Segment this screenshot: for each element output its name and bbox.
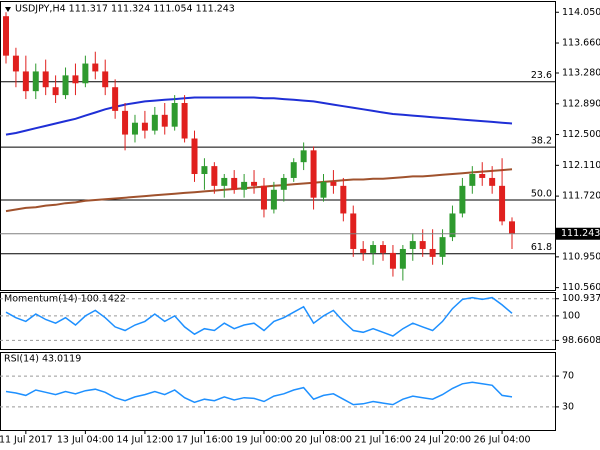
fib-label: 38.2 — [531, 136, 552, 147]
y-tick-label: 100 — [562, 310, 580, 321]
indicator-line — [5, 296, 513, 337]
x-tick-label: 11 Jul 2017 — [0, 435, 53, 446]
momentum-title: Momentum(14) 100.1422 — [4, 294, 126, 305]
candle-body — [370, 245, 377, 253]
momentum-frame — [0, 292, 556, 350]
candle-body — [409, 241, 416, 249]
fib-label: 23.6 — [531, 70, 552, 81]
candle-body — [439, 237, 446, 257]
candle-body — [399, 248, 406, 269]
x-tick-label: 19 Jul 00:00 — [235, 435, 292, 446]
candle-body — [201, 166, 208, 175]
candle-body — [122, 110, 129, 135]
candle-body — [151, 114, 158, 131]
last-price-box — [556, 227, 600, 240]
x-tick-label: 20 Jul 08:00 — [295, 435, 352, 446]
x-tick-label: 14 Jul 12:00 — [116, 435, 173, 446]
y-tick-label: 113.280 — [562, 68, 600, 79]
candle-body — [231, 177, 238, 190]
candle-body — [72, 75, 79, 84]
indicator-line — [5, 381, 513, 406]
candle-body — [191, 138, 198, 175]
candle-body — [3, 16, 9, 56]
candle-body — [479, 174, 486, 178]
rsi-frame — [0, 352, 556, 431]
moving-average — [5, 96, 513, 136]
dropdown-icon — [5, 7, 11, 12]
candle-body — [509, 221, 515, 234]
candle-body — [429, 248, 436, 257]
candle-body — [22, 71, 29, 92]
y-tick-label: 30 — [562, 401, 574, 412]
candle-body — [131, 122, 138, 135]
candle-body — [251, 181, 258, 186]
y-tick-label: 110.560 — [562, 282, 600, 293]
candle-body — [141, 122, 148, 131]
y-tick-label: 112.890 — [562, 98, 600, 109]
y-tick-label: 112.500 — [562, 129, 600, 140]
moving-average — [5, 168, 513, 213]
x-tick-label: 24 Jul 20:00 — [414, 435, 471, 446]
candle-body — [320, 181, 327, 198]
fib-label: 61.8 — [531, 242, 552, 253]
candle-body — [469, 174, 476, 186]
candle-body — [92, 63, 99, 72]
y-tick-label: 98.6608 — [562, 335, 600, 346]
candle-body — [449, 213, 456, 238]
candle-body — [62, 75, 69, 96]
x-tick-label: 13 Jul 04:00 — [57, 435, 114, 446]
candle-body — [260, 185, 267, 210]
candle-body — [181, 102, 188, 139]
candle-body — [489, 177, 496, 186]
candle-body — [42, 71, 49, 88]
y-tick-label: 110.950 — [562, 251, 600, 262]
candle-body — [380, 245, 387, 253]
candle-body — [459, 185, 466, 214]
candle-body — [102, 71, 109, 88]
candle-body — [12, 55, 19, 72]
x-tick-label: 17 Jul 16:00 — [176, 435, 233, 446]
y-tick-label: 112.110 — [562, 160, 600, 171]
y-tick-label: 70 — [562, 371, 574, 382]
candle-body — [280, 177, 287, 190]
candle-body — [270, 189, 277, 210]
candle-body — [350, 213, 357, 249]
candle-body — [389, 252, 396, 269]
y-tick-label: 111.720 — [562, 191, 600, 202]
fib-label: 50.0 — [531, 189, 552, 200]
candle-body — [330, 181, 337, 186]
y-tick-label: 113.660 — [562, 38, 600, 49]
candle-body — [340, 185, 347, 214]
x-tick-label: 26 Jul 04:00 — [474, 435, 531, 446]
candle-body — [161, 114, 168, 127]
candle-body — [290, 162, 297, 178]
rsi-title: RSI(14) 43.0119 — [4, 354, 81, 365]
candle-body — [211, 166, 218, 186]
candle-body — [52, 87, 59, 96]
chart-title: USDJPY,H4 111.317 111.324 111.054 111.24… — [15, 4, 235, 15]
candle-body — [171, 102, 178, 127]
candle-body — [419, 241, 426, 249]
x-tick-label: 21 Jul 16:00 — [355, 435, 412, 446]
price-frame — [0, 1, 556, 291]
candle-body — [32, 71, 39, 92]
y-tick-label: 100.9372 — [562, 293, 600, 304]
candle-body — [310, 150, 317, 198]
candle-body — [221, 177, 228, 186]
y-tick-label: 114.050 — [562, 7, 600, 18]
candle-body — [499, 185, 506, 222]
last-price-label: 111.243 — [561, 228, 600, 239]
candle-body — [241, 181, 248, 190]
candle-body — [112, 87, 119, 111]
candle-body — [82, 63, 89, 84]
candle-body — [360, 248, 367, 253]
candle-body — [300, 150, 307, 163]
